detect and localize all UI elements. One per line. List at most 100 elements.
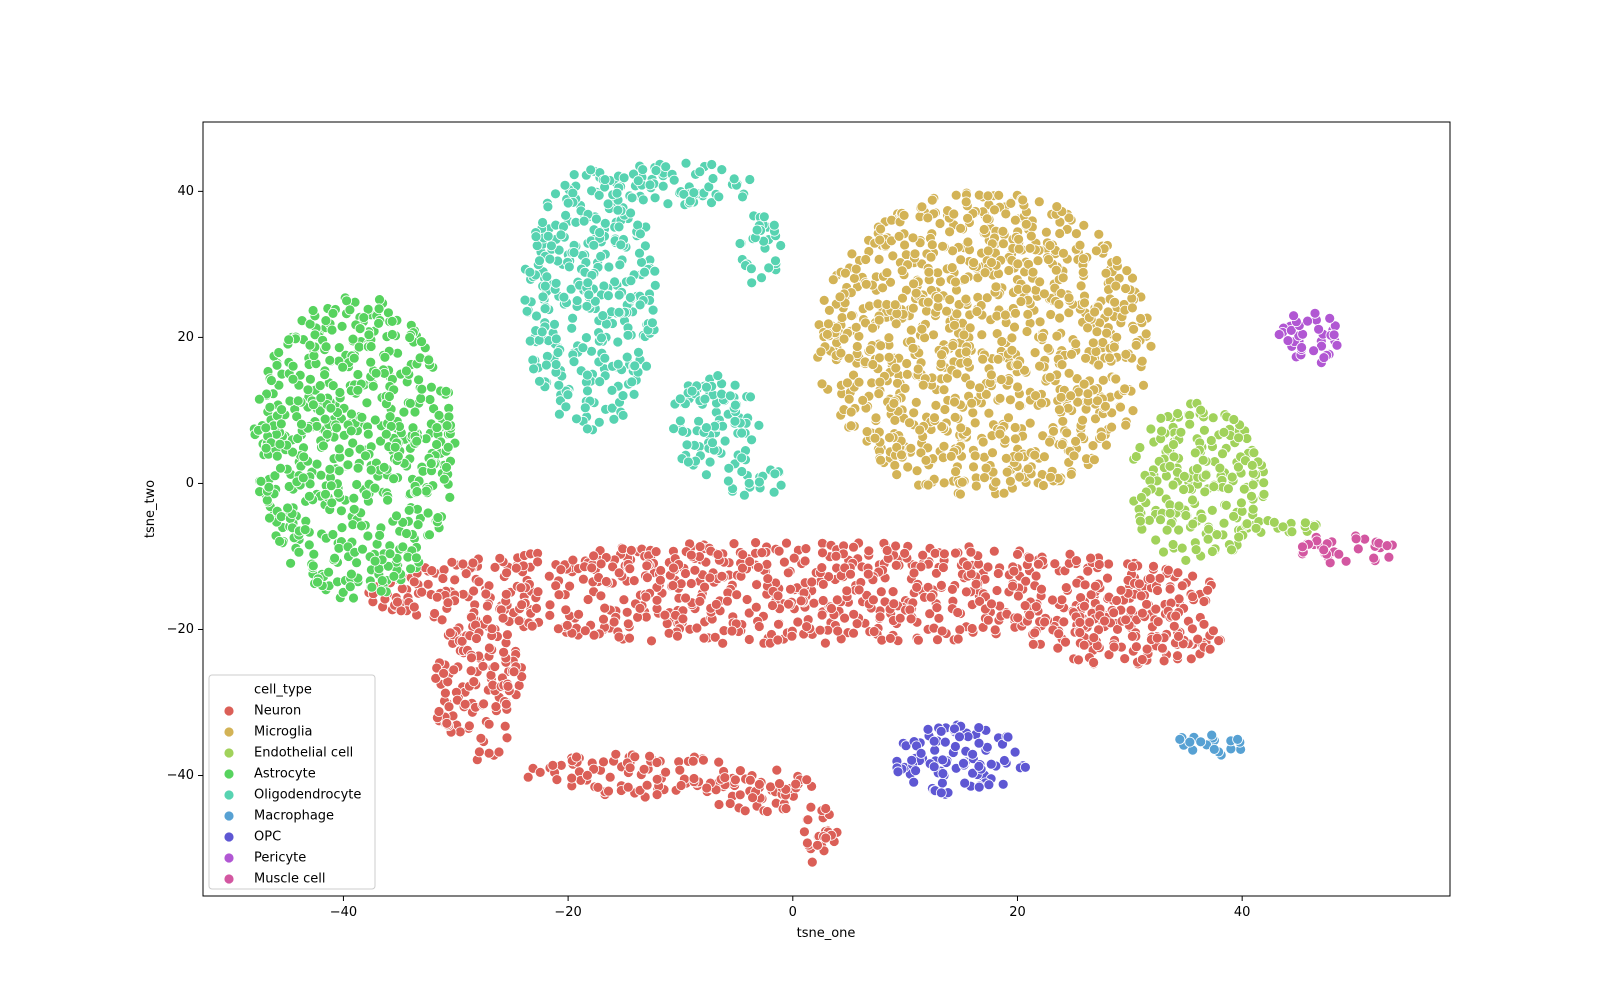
data-point bbox=[438, 564, 450, 576]
data-point bbox=[424, 529, 435, 541]
data-point bbox=[444, 627, 456, 639]
data-point bbox=[875, 223, 886, 235]
data-point bbox=[384, 548, 396, 560]
data-point bbox=[1154, 572, 1166, 584]
data-point bbox=[1065, 390, 1077, 402]
data-point bbox=[1236, 497, 1247, 509]
data-point bbox=[1313, 323, 1324, 335]
data-point bbox=[1044, 240, 1056, 251]
data-point bbox=[1027, 639, 1039, 650]
data-point bbox=[1078, 639, 1090, 651]
data-point bbox=[970, 480, 982, 492]
data-point bbox=[1137, 607, 1148, 619]
x-tick-label: 0 bbox=[789, 905, 797, 920]
data-point bbox=[647, 317, 658, 329]
data-point bbox=[1085, 552, 1096, 564]
data-point bbox=[499, 720, 511, 732]
data-point bbox=[1115, 401, 1126, 413]
data-point bbox=[1036, 397, 1047, 409]
data-point bbox=[1023, 552, 1035, 564]
data-point bbox=[1043, 254, 1054, 265]
data-point bbox=[808, 597, 820, 609]
data-point bbox=[1288, 310, 1299, 322]
data-point bbox=[1005, 394, 1016, 406]
data-point bbox=[494, 552, 506, 564]
data-point bbox=[1075, 280, 1087, 292]
data-point bbox=[611, 187, 623, 199]
data-point bbox=[889, 459, 901, 471]
data-point bbox=[1206, 729, 1218, 741]
data-point bbox=[550, 580, 562, 592]
data-point bbox=[598, 756, 609, 768]
data-point bbox=[1136, 492, 1147, 503]
data-point bbox=[641, 560, 653, 572]
data-point bbox=[1300, 517, 1311, 529]
data-point bbox=[719, 772, 731, 783]
data-point bbox=[688, 187, 700, 199]
data-point bbox=[744, 556, 756, 567]
data-point bbox=[728, 538, 740, 549]
data-point bbox=[836, 312, 848, 324]
data-point bbox=[734, 789, 746, 801]
data-point bbox=[471, 633, 482, 644]
data-point bbox=[1198, 618, 1210, 630]
data-point bbox=[1178, 484, 1189, 495]
data-point bbox=[1368, 552, 1380, 564]
data-point bbox=[356, 411, 368, 423]
data-point bbox=[982, 245, 994, 257]
data-point bbox=[1168, 620, 1180, 632]
data-point bbox=[386, 315, 398, 327]
data-point bbox=[1195, 404, 1207, 416]
data-point bbox=[598, 613, 609, 625]
data-point bbox=[550, 333, 562, 345]
data-point bbox=[641, 360, 652, 372]
data-point bbox=[293, 546, 305, 558]
data-point bbox=[965, 546, 977, 558]
data-point bbox=[728, 173, 740, 185]
data-point bbox=[585, 164, 597, 176]
data-point bbox=[603, 785, 614, 797]
data-point bbox=[812, 839, 823, 851]
data-point bbox=[1051, 201, 1063, 213]
data-point bbox=[582, 770, 593, 781]
data-point bbox=[560, 209, 571, 221]
x-tick-label: 40 bbox=[1234, 905, 1251, 920]
data-point bbox=[851, 618, 863, 629]
data-point bbox=[1173, 500, 1185, 512]
data-point bbox=[1198, 596, 1210, 607]
data-point bbox=[870, 412, 882, 424]
data-point bbox=[722, 595, 733, 607]
data-point bbox=[688, 773, 700, 784]
data-point bbox=[1152, 616, 1164, 627]
data-point bbox=[1047, 594, 1058, 606]
data-point bbox=[990, 281, 1002, 293]
data-point bbox=[1168, 451, 1180, 463]
data-point bbox=[980, 462, 992, 474]
data-point bbox=[1088, 657, 1099, 668]
data-point bbox=[707, 173, 719, 184]
data-point bbox=[599, 217, 611, 229]
data-point bbox=[941, 305, 952, 317]
legend-label: Microglia bbox=[254, 725, 312, 740]
data-point bbox=[354, 323, 366, 335]
data-point bbox=[351, 479, 363, 490]
data-point bbox=[894, 612, 906, 624]
data-point bbox=[899, 382, 911, 394]
data-point bbox=[1089, 454, 1100, 466]
data-point bbox=[1130, 339, 1142, 351]
data-point bbox=[672, 630, 683, 642]
data-point bbox=[1148, 561, 1159, 572]
data-point bbox=[816, 609, 828, 621]
data-point bbox=[352, 369, 364, 380]
data-point bbox=[936, 349, 947, 361]
data-point bbox=[731, 589, 743, 601]
data-point bbox=[327, 529, 339, 540]
data-point bbox=[537, 291, 549, 303]
data-point bbox=[532, 556, 543, 568]
data-point bbox=[961, 586, 972, 598]
data-point bbox=[1052, 642, 1064, 654]
data-point bbox=[1034, 276, 1046, 288]
data-point bbox=[831, 594, 843, 606]
data-point bbox=[954, 624, 966, 636]
data-point bbox=[613, 631, 625, 643]
